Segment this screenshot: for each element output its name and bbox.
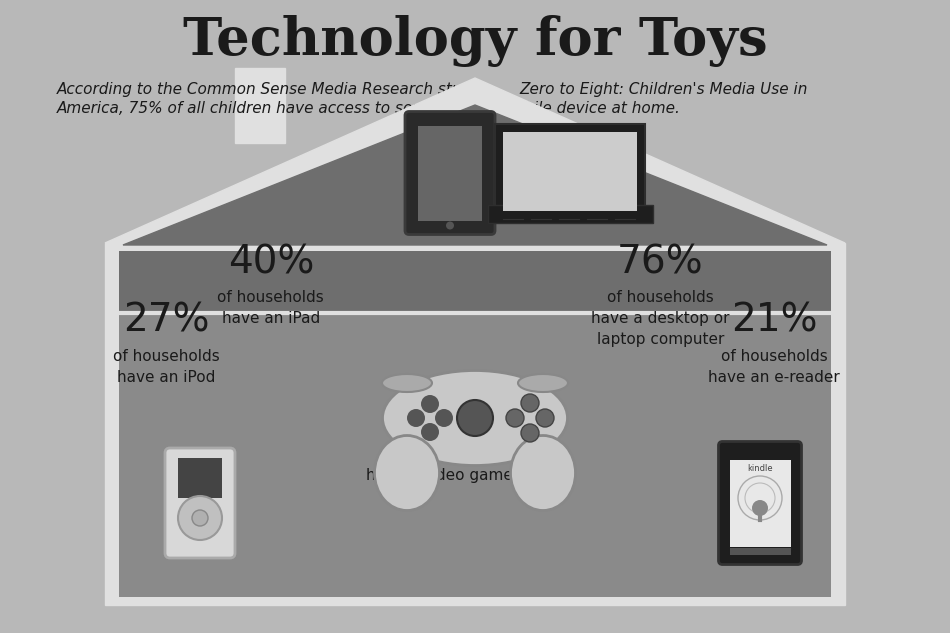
- Text: of households
have a desktop or
laptop computer: of households have a desktop or laptop c…: [591, 290, 730, 347]
- Polygon shape: [123, 105, 827, 245]
- FancyBboxPatch shape: [718, 441, 802, 565]
- Text: America, 75% of all children have access to some type of mobile device at home.: America, 75% of all children have access…: [57, 101, 681, 116]
- FancyBboxPatch shape: [405, 111, 495, 234]
- FancyBboxPatch shape: [165, 448, 235, 558]
- FancyBboxPatch shape: [495, 123, 645, 218]
- FancyBboxPatch shape: [730, 460, 790, 546]
- FancyBboxPatch shape: [487, 204, 653, 223]
- Circle shape: [435, 409, 453, 427]
- Ellipse shape: [374, 436, 440, 510]
- FancyBboxPatch shape: [503, 132, 637, 211]
- Circle shape: [752, 500, 768, 516]
- Polygon shape: [235, 68, 285, 143]
- Text: of households
have an iPod: of households have an iPod: [113, 349, 219, 385]
- FancyBboxPatch shape: [105, 243, 845, 605]
- Circle shape: [178, 496, 222, 540]
- FancyBboxPatch shape: [418, 125, 482, 220]
- Circle shape: [421, 395, 439, 413]
- FancyBboxPatch shape: [178, 458, 222, 498]
- Circle shape: [521, 424, 539, 442]
- Text: 40%: 40%: [228, 244, 314, 282]
- Ellipse shape: [518, 374, 568, 392]
- Circle shape: [536, 409, 554, 427]
- Text: 27%: 27%: [123, 301, 210, 339]
- Text: Zero to Eight: Children's Media Use in: Zero to Eight: Children's Media Use in: [520, 82, 808, 97]
- Text: of households
have a video game player: of households have a video game player: [366, 448, 565, 483]
- Text: 76%: 76%: [617, 244, 704, 282]
- Circle shape: [446, 222, 454, 230]
- Ellipse shape: [510, 436, 576, 510]
- Text: of households
have an iPad: of households have an iPad: [218, 290, 324, 326]
- Ellipse shape: [383, 370, 567, 465]
- Text: 97%: 97%: [422, 399, 509, 437]
- Circle shape: [506, 409, 524, 427]
- Polygon shape: [105, 78, 845, 243]
- Circle shape: [407, 409, 425, 427]
- Ellipse shape: [382, 374, 432, 392]
- FancyBboxPatch shape: [119, 313, 831, 597]
- Text: According to the Common Sense Media Research study,: According to the Common Sense Media Rese…: [57, 82, 490, 97]
- Circle shape: [457, 400, 493, 436]
- Text: 21%: 21%: [731, 301, 818, 339]
- FancyBboxPatch shape: [730, 548, 790, 555]
- Text: kindle: kindle: [748, 464, 772, 473]
- Text: Technology for Toys: Technology for Toys: [182, 15, 768, 67]
- Circle shape: [192, 510, 208, 526]
- Text: of households
have an e-reader: of households have an e-reader: [709, 349, 840, 385]
- Circle shape: [421, 423, 439, 441]
- Circle shape: [521, 394, 539, 412]
- FancyBboxPatch shape: [119, 251, 831, 313]
